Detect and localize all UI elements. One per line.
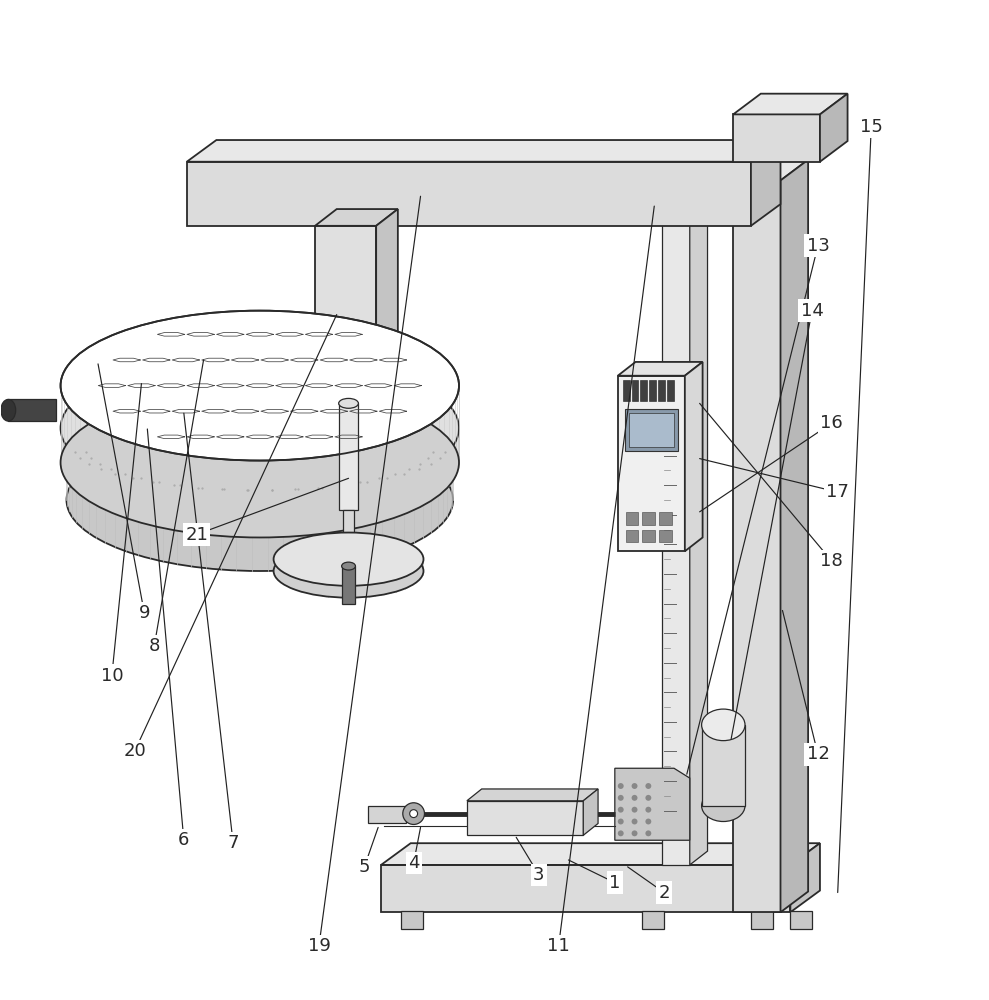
Bar — [341, 566, 355, 604]
Bar — [401, 911, 422, 929]
Text: 12: 12 — [807, 745, 830, 763]
Polygon shape — [381, 843, 820, 865]
Bar — [315, 226, 376, 403]
Text: 15: 15 — [859, 118, 882, 136]
Circle shape — [646, 795, 652, 801]
Text: 21: 21 — [185, 526, 208, 544]
Ellipse shape — [66, 392, 453, 534]
Bar — [663, 199, 689, 865]
Text: 7: 7 — [227, 834, 239, 852]
Ellipse shape — [60, 388, 459, 537]
Text: 16: 16 — [821, 414, 844, 432]
Polygon shape — [187, 140, 780, 162]
Ellipse shape — [66, 429, 453, 571]
Bar — [342, 510, 354, 559]
Bar — [701, 725, 745, 806]
Polygon shape — [733, 160, 808, 180]
Bar — [643, 512, 656, 525]
Circle shape — [618, 807, 624, 813]
Text: 18: 18 — [821, 552, 844, 570]
Polygon shape — [733, 94, 848, 114]
Bar — [659, 380, 666, 401]
Bar — [668, 380, 674, 401]
Ellipse shape — [60, 354, 459, 502]
Circle shape — [632, 830, 638, 836]
Text: 3: 3 — [533, 866, 545, 884]
Polygon shape — [663, 185, 707, 199]
Bar — [467, 801, 584, 835]
Bar — [368, 806, 405, 823]
Circle shape — [632, 783, 638, 789]
Bar — [790, 911, 812, 929]
Bar — [187, 162, 751, 226]
Bar — [751, 911, 772, 929]
Bar — [733, 180, 780, 912]
Bar — [623, 380, 630, 401]
Text: 9: 9 — [138, 604, 150, 622]
Bar — [643, 911, 665, 929]
Ellipse shape — [341, 562, 355, 570]
Polygon shape — [780, 160, 808, 912]
Bar — [625, 409, 677, 451]
Ellipse shape — [60, 311, 459, 461]
Polygon shape — [584, 789, 598, 835]
Text: 6: 6 — [178, 831, 190, 849]
Circle shape — [618, 795, 624, 801]
Bar — [733, 114, 820, 162]
Circle shape — [409, 810, 417, 818]
Text: 1: 1 — [609, 874, 620, 892]
Bar — [643, 530, 656, 542]
Circle shape — [618, 830, 624, 836]
Ellipse shape — [701, 790, 745, 822]
Circle shape — [646, 807, 652, 813]
Bar — [626, 512, 639, 525]
Text: 20: 20 — [124, 742, 146, 760]
Bar — [629, 413, 674, 447]
Ellipse shape — [701, 709, 745, 741]
Text: 5: 5 — [359, 858, 370, 876]
Circle shape — [632, 807, 638, 813]
Circle shape — [632, 819, 638, 824]
Bar — [618, 376, 684, 551]
Polygon shape — [820, 94, 848, 162]
Polygon shape — [376, 209, 398, 403]
Circle shape — [646, 819, 652, 824]
Bar — [660, 530, 672, 542]
Polygon shape — [615, 768, 689, 840]
Ellipse shape — [274, 544, 423, 598]
Bar — [381, 865, 790, 912]
Text: 8: 8 — [148, 637, 160, 655]
Bar — [660, 512, 672, 525]
Text: 19: 19 — [308, 937, 330, 955]
Polygon shape — [467, 789, 598, 801]
Bar — [650, 380, 657, 401]
Ellipse shape — [338, 398, 358, 408]
Polygon shape — [790, 843, 820, 912]
Polygon shape — [315, 209, 398, 226]
Text: 13: 13 — [807, 237, 830, 255]
Text: 10: 10 — [101, 667, 124, 685]
Text: 14: 14 — [801, 302, 824, 320]
Circle shape — [618, 783, 624, 789]
Polygon shape — [689, 185, 707, 865]
Bar — [632, 380, 639, 401]
Bar — [626, 530, 639, 542]
Polygon shape — [684, 362, 702, 551]
Circle shape — [646, 830, 652, 836]
Text: 4: 4 — [407, 854, 419, 872]
Circle shape — [618, 819, 624, 824]
Bar — [338, 403, 358, 510]
Bar — [8, 399, 55, 421]
Circle shape — [646, 783, 652, 789]
Text: 17: 17 — [826, 483, 850, 501]
Ellipse shape — [1, 399, 16, 421]
Text: 11: 11 — [547, 937, 570, 955]
Ellipse shape — [274, 533, 423, 586]
Polygon shape — [751, 140, 780, 226]
Bar — [641, 380, 648, 401]
Text: 2: 2 — [659, 884, 670, 902]
Circle shape — [403, 803, 424, 824]
Polygon shape — [618, 362, 702, 376]
Circle shape — [632, 795, 638, 801]
